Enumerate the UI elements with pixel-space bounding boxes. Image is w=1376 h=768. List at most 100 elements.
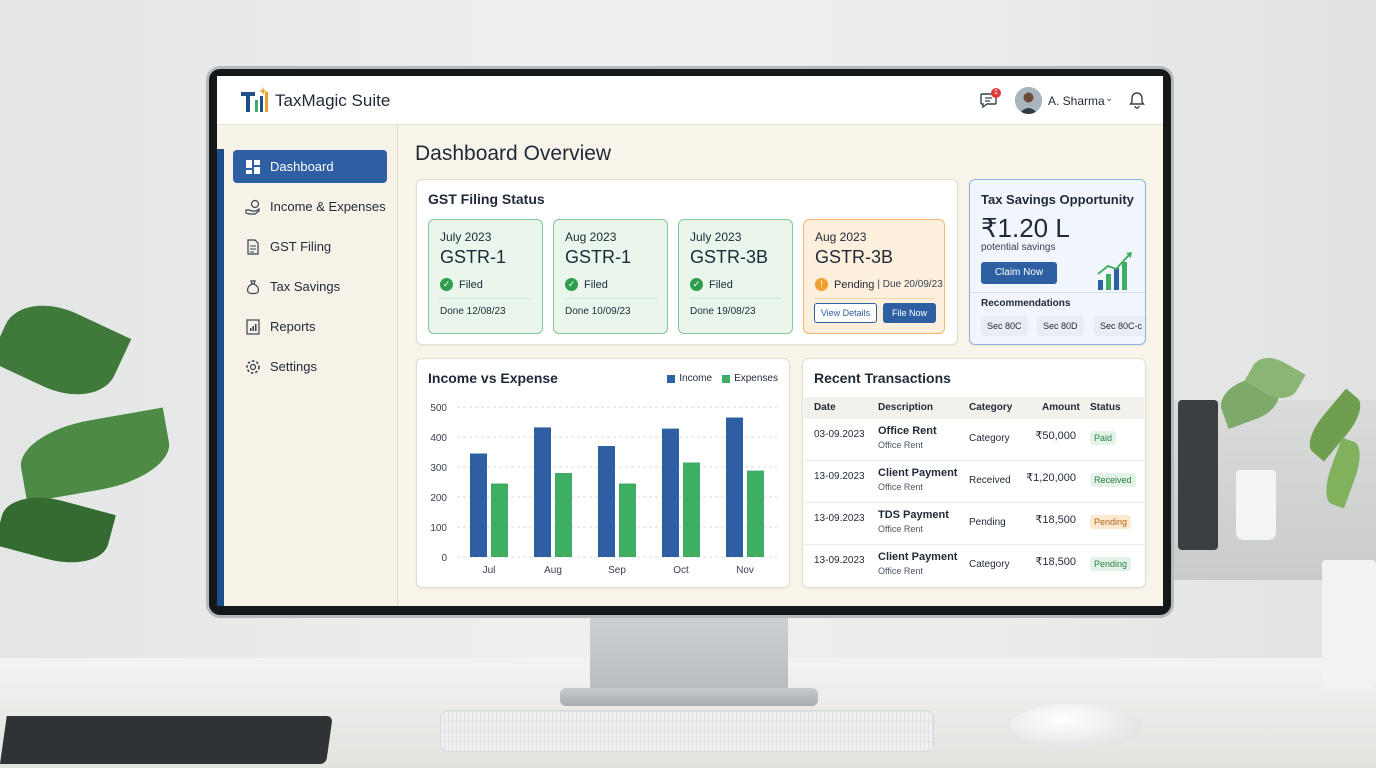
due-date: | Due 20/09/23 — [877, 279, 943, 290]
gst-tile-pending[interactable]: Aug 2023 GSTR-3B ! Pending | Due 20/09/23 … — [803, 219, 945, 334]
card-title: Tax Savings Opportunity — [981, 192, 1134, 207]
status-label: Filed — [459, 278, 483, 291]
tx-description: Office Rent — [878, 425, 937, 437]
bar-income-sep — [598, 446, 615, 557]
tile-period: Aug 2023 — [565, 230, 617, 244]
card-title: GST Filing Status — [428, 191, 545, 207]
sidebar-item-dashboard[interactable]: Dashboard — [233, 150, 387, 183]
gst-filing-status-card: GST Filing Status July 2023 GSTR-1 ✓ File… — [416, 179, 958, 345]
column-header: Description — [878, 402, 934, 413]
sidebar-item-reports[interactable]: Reports — [233, 310, 387, 343]
tile-period: July 2023 — [690, 230, 742, 244]
recommendation-chip[interactable]: Sec 80D — [1037, 316, 1084, 336]
legend-label-income: Income — [679, 373, 713, 384]
tx-date: 03-09.2023 — [814, 429, 865, 440]
money-bag-icon — [247, 279, 259, 294]
table-row[interactable]: 13-09.2023 Client Payment Office Rent Ca… — [804, 545, 1144, 587]
chevron-down-icon[interactable]: ⌄ — [1105, 93, 1114, 104]
gst-tile[interactable]: July 2023 GSTR-3B ✓ Filed Done 19/08/23 — [678, 219, 793, 334]
user-photo-icon — [1015, 87, 1042, 114]
status-badge: Received — [1090, 473, 1136, 487]
sidebar-item-label: Dashboard — [270, 159, 334, 174]
monitor-stand-base — [560, 688, 818, 706]
legend-label-expenses: Expenses — [734, 373, 778, 384]
chart-legend: Income Expenses — [667, 373, 778, 384]
warning-icon: ! — [815, 278, 828, 291]
sidebar-item-label: Settings — [270, 359, 317, 374]
recommendation-chip[interactable]: Sec 80C — [981, 316, 1028, 336]
background-plant-pot — [1236, 470, 1276, 540]
gst-tile[interactable]: July 2023 GSTR-1 ✓ Filed Done 12/08/23 — [428, 219, 543, 334]
status-badge: Paid — [1090, 431, 1117, 445]
x-tick-label: Aug — [544, 565, 562, 576]
divider — [564, 298, 657, 299]
tx-amount: ₹18,500 — [1035, 514, 1076, 526]
tx-description: TDS Payment — [878, 509, 949, 521]
sidebar: Dashboard Income & Expenses GST Filing T… — [224, 125, 398, 606]
tx-category: Pending — [969, 517, 1006, 528]
tx-date: 13-09.2023 — [814, 555, 865, 566]
app-screen: TaxMagic Suite 1 A. Sharma ⌄ — [217, 76, 1163, 606]
status-label: Filed — [709, 278, 733, 291]
messages-button[interactable]: 1 — [979, 88, 1001, 112]
sidebar-item-label: GST Filing — [270, 239, 332, 254]
money-hand-icon — [245, 199, 260, 215]
status-label: Pending — [834, 278, 875, 291]
card-title: Income vs Expense — [428, 370, 558, 386]
status-badge: Pending — [1090, 515, 1132, 529]
report-icon — [246, 318, 260, 335]
tx-subdescription: Office Rent — [878, 524, 923, 534]
column-header: Date — [814, 402, 836, 413]
table-row[interactable]: 13-09.2023 Client Payment Office Rent Re… — [804, 461, 1144, 503]
tile-form: GSTR-3B — [690, 247, 769, 267]
tx-category: Category — [969, 433, 1010, 444]
app-title: TaxMagic Suite — [275, 91, 391, 110]
tile-form: GSTR-1 — [440, 247, 507, 267]
document-icon — [247, 238, 259, 255]
status-badge: Pending — [1090, 557, 1132, 571]
gst-tile[interactable]: Aug 2023 GSTR-1 ✓ Filed Done 10/09/23 — [553, 219, 668, 334]
sidebar-accent — [217, 149, 224, 606]
notification-badge: 1 — [991, 88, 1001, 98]
growth-chart-icon — [1097, 252, 1132, 290]
bar-income-oct — [662, 428, 679, 557]
recommendation-chip[interactable]: Sec 80C-c — [1094, 316, 1145, 336]
sidebar-item-label: Tax Savings — [270, 279, 341, 294]
recommendations-label: Recommendations — [981, 298, 1071, 309]
user-name[interactable]: A. Sharma — [1048, 94, 1105, 108]
column-header: Amount — [1042, 402, 1080, 413]
tx-category: Received — [969, 475, 1011, 486]
bar-expenses-aug — [555, 473, 572, 557]
bell-icon[interactable] — [1128, 91, 1146, 109]
tx-amount: ₹18,500 — [1035, 556, 1076, 568]
divider — [970, 292, 1145, 293]
column-header: Status — [1090, 402, 1121, 413]
monitor-stand — [590, 612, 788, 694]
top-bar: TaxMagic Suite 1 A. Sharma ⌄ — [217, 76, 1163, 125]
status-filed: ✓ Filed — [440, 278, 483, 291]
legend-swatch-income — [667, 374, 676, 383]
status-filed: ✓ Filed — [565, 278, 608, 291]
bar-expenses-nov — [747, 470, 764, 557]
table-row[interactable]: 03-09.2023 Office Rent Office Rent Categ… — [804, 419, 1144, 461]
x-tick-label: Oct — [673, 565, 689, 576]
mouse — [1010, 704, 1142, 748]
avatar[interactable] — [1015, 87, 1042, 114]
sidebar-item-settings[interactable]: Settings — [233, 350, 387, 383]
y-tick-label: 500 — [430, 403, 447, 414]
sidebar-item-gst-filing[interactable]: GST Filing — [233, 230, 387, 263]
x-tick-label: Nov — [736, 565, 754, 576]
y-tick-label: 200 — [430, 493, 447, 504]
bar-income-nov — [726, 417, 743, 557]
sidebar-item-tax-savings[interactable]: Tax Savings — [233, 270, 387, 303]
y-tick-label: 300 — [430, 463, 447, 474]
x-tick-label: Jul — [483, 565, 496, 576]
tx-subdescription: Office Rent — [878, 440, 923, 450]
file-now-button[interactable]: File Now — [883, 303, 936, 323]
table-row[interactable]: 13-09.2023 TDS Payment Office Rent Pendi… — [804, 503, 1144, 545]
tile-done-date: Done 19/08/23 — [690, 306, 756, 317]
view-details-button[interactable]: View Details — [814, 303, 877, 323]
claim-now-button[interactable]: Claim Now — [981, 262, 1057, 284]
tx-date: 13-09.2023 — [814, 513, 865, 524]
sidebar-item-income-expenses[interactable]: Income & Expenses — [233, 190, 387, 223]
